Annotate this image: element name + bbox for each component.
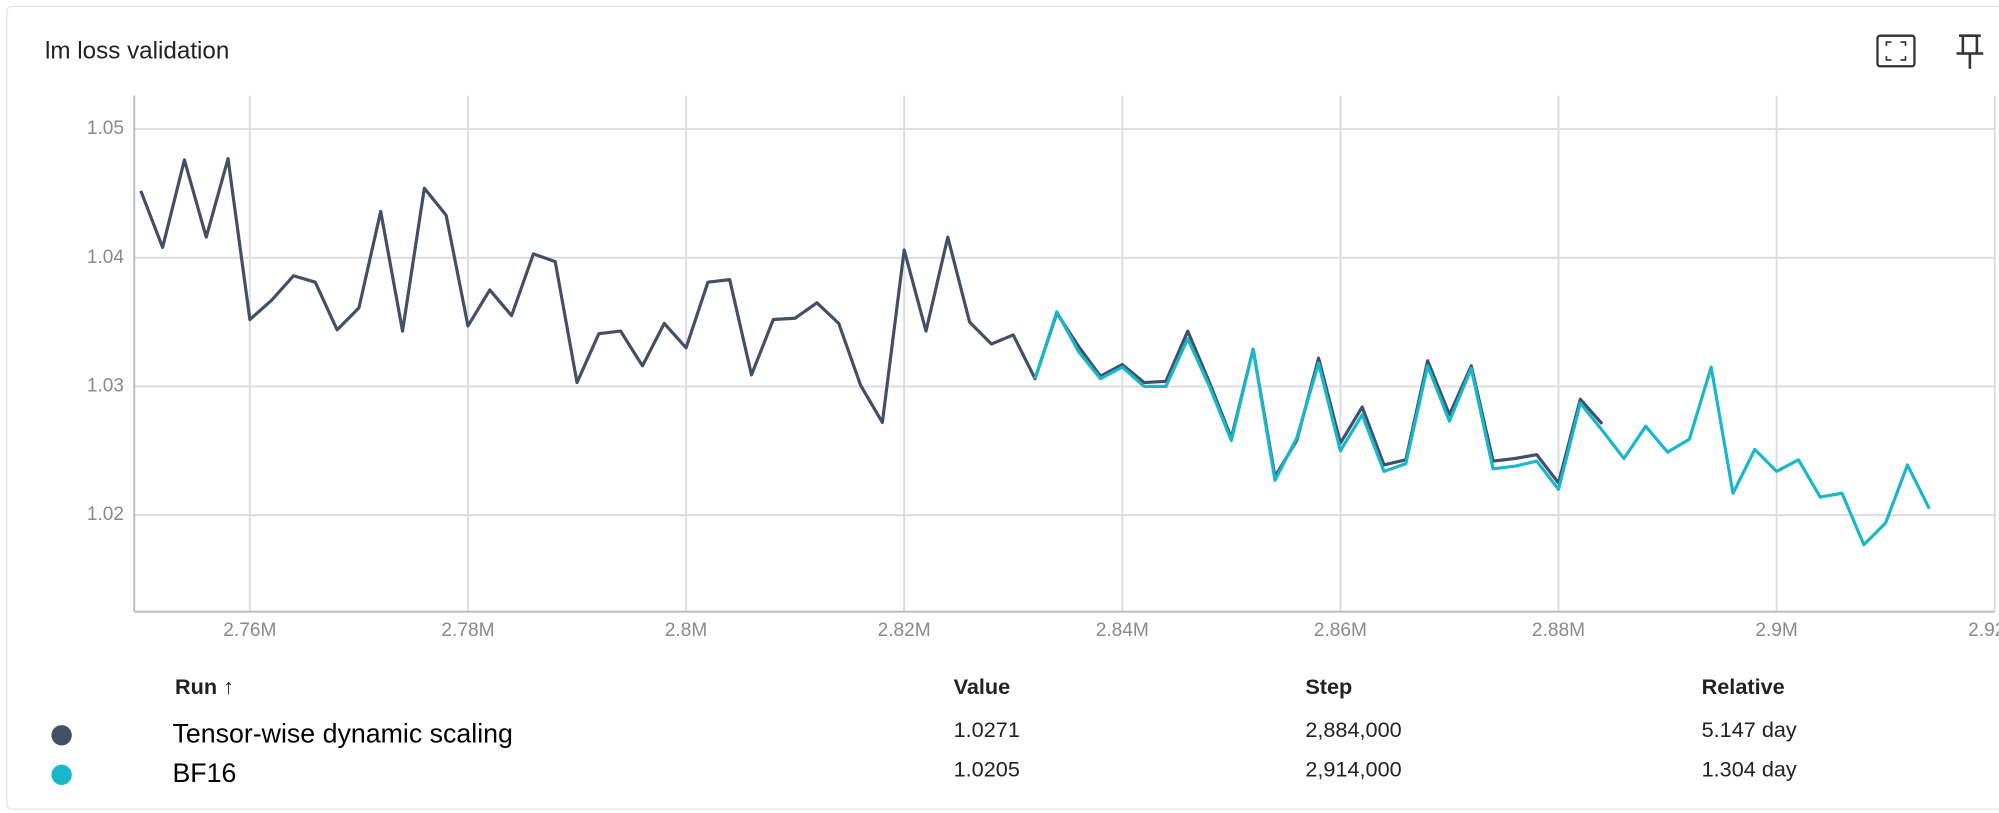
run-swatch: [51, 764, 72, 785]
plot-area: [139, 157, 1931, 547]
run-name: Tensor-wise dynamic scaling: [172, 718, 512, 748]
column-header: Value: [954, 674, 1011, 699]
card-border: [6, 5, 1999, 810]
x-tick-label: 2.78M: [441, 620, 494, 641]
x-tick-label: 2.92M: [1968, 620, 1999, 641]
axes: 1.02 1.03 1.04 1.05 2.76M 2.78M 2.8M 2.82M 2.84M…: [87, 95, 1999, 641]
fit-button[interactable]: [1876, 34, 1916, 68]
runs-table: Run ↑ Value Step Relative Tensor-wise dynami…: [51, 674, 1797, 788]
x-tick-label: 2.8M: [665, 620, 707, 641]
column-header: Step: [1305, 674, 1352, 699]
run-name: BF16: [172, 758, 236, 788]
series-line: [139, 157, 1604, 485]
y-tick-label: 1.02: [87, 504, 124, 525]
run-cell: 5.147 day: [1702, 717, 1797, 742]
x-tick-label: 2.82M: [878, 620, 931, 641]
x-tick-label: 2.84M: [1096, 620, 1149, 641]
y-tick-label: 1.04: [87, 247, 125, 268]
pin-button[interactable]: [1956, 34, 1984, 69]
run-cell: 1.0271: [954, 717, 1020, 742]
column-header: Run ↑: [175, 674, 234, 699]
x-tick-label: 2.88M: [1532, 620, 1585, 641]
run-cell: 1.304 day: [1702, 757, 1797, 782]
x-tick-label: 2.76M: [223, 620, 276, 641]
chart-title: lm loss validation: [45, 38, 229, 65]
y-tick-label: 1.03: [87, 375, 124, 396]
series-line: [1033, 310, 1931, 547]
x-tick-label: 2.9M: [1755, 620, 1797, 641]
column-header: Relative: [1702, 674, 1785, 699]
run-swatch: [51, 725, 72, 746]
run-cell: 1.0205: [954, 757, 1020, 782]
y-tick-label: 1.05: [87, 118, 124, 139]
run-cell: 2,914,000: [1305, 757, 1401, 782]
x-tick-label: 2.86M: [1314, 620, 1367, 641]
run-cell: 2,884,000: [1305, 717, 1401, 742]
